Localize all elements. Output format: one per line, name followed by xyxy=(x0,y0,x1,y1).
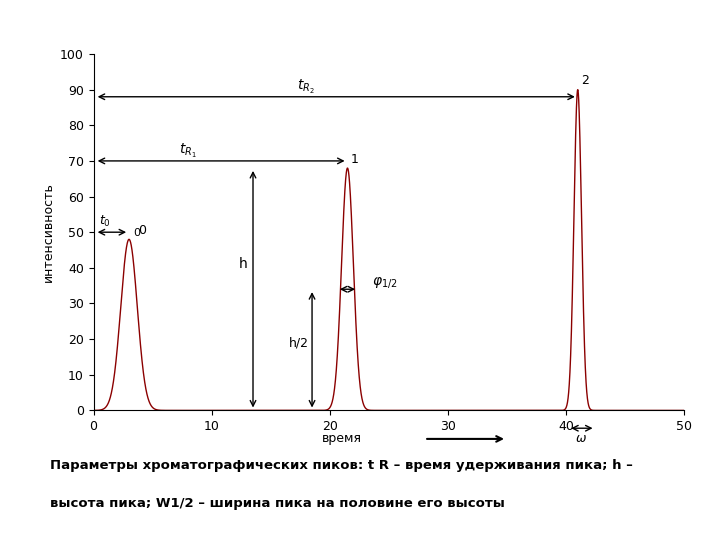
Text: $t_{R_2}$: $t_{R_2}$ xyxy=(297,78,315,96)
Text: $\omega$: $\omega$ xyxy=(575,433,588,446)
Text: h/2: h/2 xyxy=(289,336,308,349)
Text: высота пика; W1/2 – ширина пика на половине его высоты: высота пика; W1/2 – ширина пика на полов… xyxy=(50,497,505,510)
Text: 0: 0 xyxy=(134,228,140,238)
Text: Параметры хроматографических пиков: t R – время удерживания пика; h –: Параметры хроматографических пиков: t R … xyxy=(50,459,634,472)
Text: h: h xyxy=(238,257,247,271)
Text: 1: 1 xyxy=(351,153,359,166)
Text: время: время xyxy=(322,433,361,446)
Text: 2: 2 xyxy=(581,75,589,87)
Y-axis label: интенсивность: интенсивность xyxy=(42,183,55,282)
Text: 0: 0 xyxy=(138,224,146,237)
Text: $t_{R_1}$: $t_{R_1}$ xyxy=(179,142,197,160)
Text: $\varphi_{1/2}$: $\varphi_{1/2}$ xyxy=(372,276,397,291)
Text: $t_0$: $t_0$ xyxy=(99,214,112,229)
